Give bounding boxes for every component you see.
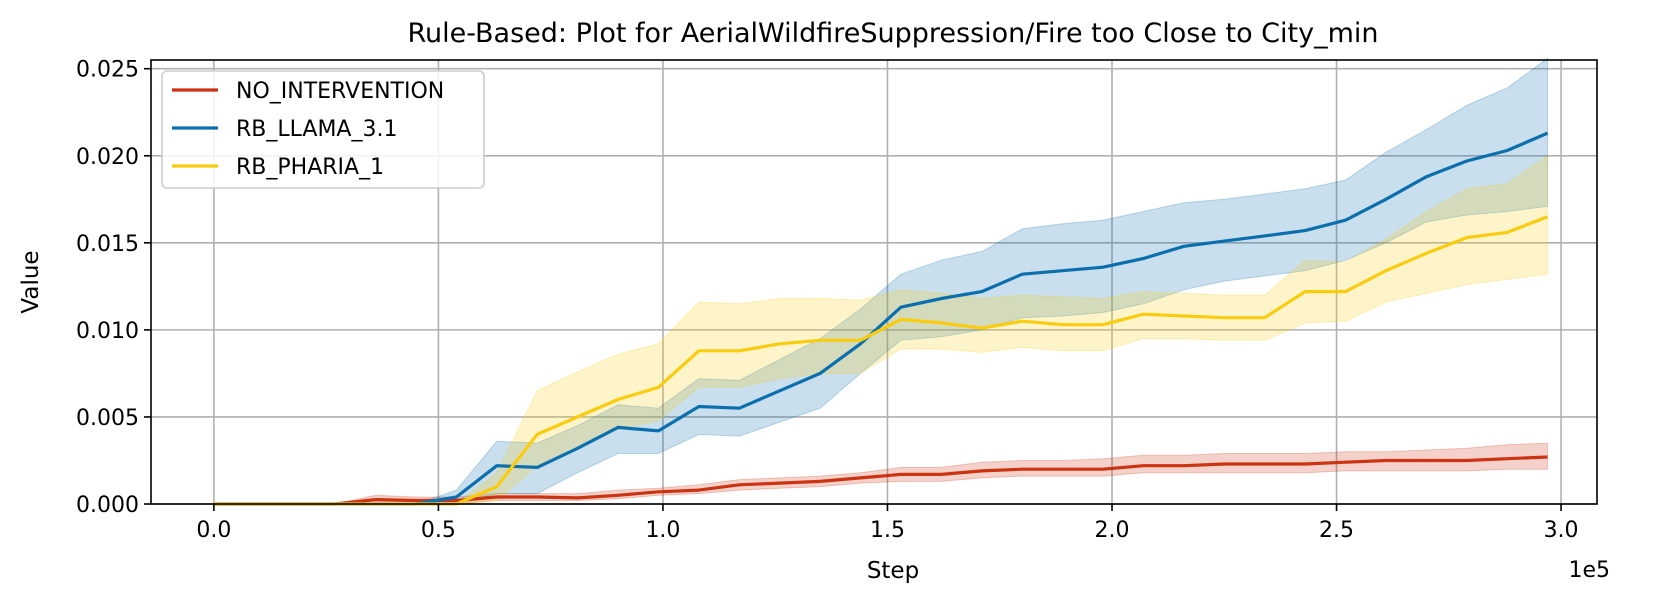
band-rb-llama-3-1 <box>213 57 1549 505</box>
x-axis-offset-label: 1e5 <box>1568 558 1610 583</box>
series-line-rb-llama-3-1 <box>213 131 1549 506</box>
y-tick-label: 0.025 <box>76 58 139 83</box>
legend-label-rb-pharia-1: RB_PHARIA_1 <box>236 155 384 180</box>
y-tick-label: 0.020 <box>76 145 139 170</box>
legend-label-no-intervention: NO_INTERVENTION <box>236 79 444 104</box>
x-tick-label: 0.0 <box>196 518 231 543</box>
x-tick-label: 1.5 <box>870 518 905 543</box>
x-tick-label: 2.0 <box>1095 518 1130 543</box>
y-axis-ticks: 0.000 0.005 0.010 0.015 0.020 0.025 <box>76 58 151 518</box>
legend-box <box>161 70 485 189</box>
y-axis-label: Value <box>18 250 44 313</box>
x-tick-label: 0.5 <box>421 518 456 543</box>
legend: NO_INTERVENTION RB_LLAMA_3.1 RB_PHARIA_1 <box>161 70 485 189</box>
band-no-intervention <box>213 442 1549 505</box>
y-tick-label: 0.005 <box>76 406 139 431</box>
y-tick-label: 0.015 <box>76 232 139 257</box>
x-tick-label: 1.0 <box>645 518 680 543</box>
x-tick-label: 3.0 <box>1544 518 1579 543</box>
y-tick-label: 0.010 <box>76 319 139 344</box>
legend-label-rb-llama-3-1: RB_LLAMA_3.1 <box>236 117 397 142</box>
plot-frame <box>150 59 1598 505</box>
y-tick-label: 0.000 <box>76 493 139 518</box>
chart-title: Rule-Based: Plot for AerialWildfireSuppr… <box>407 18 1378 49</box>
x-axis-ticks: 0.0 0.5 1.0 1.5 2.0 2.5 3.0 <box>196 504 1579 543</box>
x-axis-label: Step <box>867 558 919 584</box>
x-tick-label: 2.5 <box>1319 518 1354 543</box>
